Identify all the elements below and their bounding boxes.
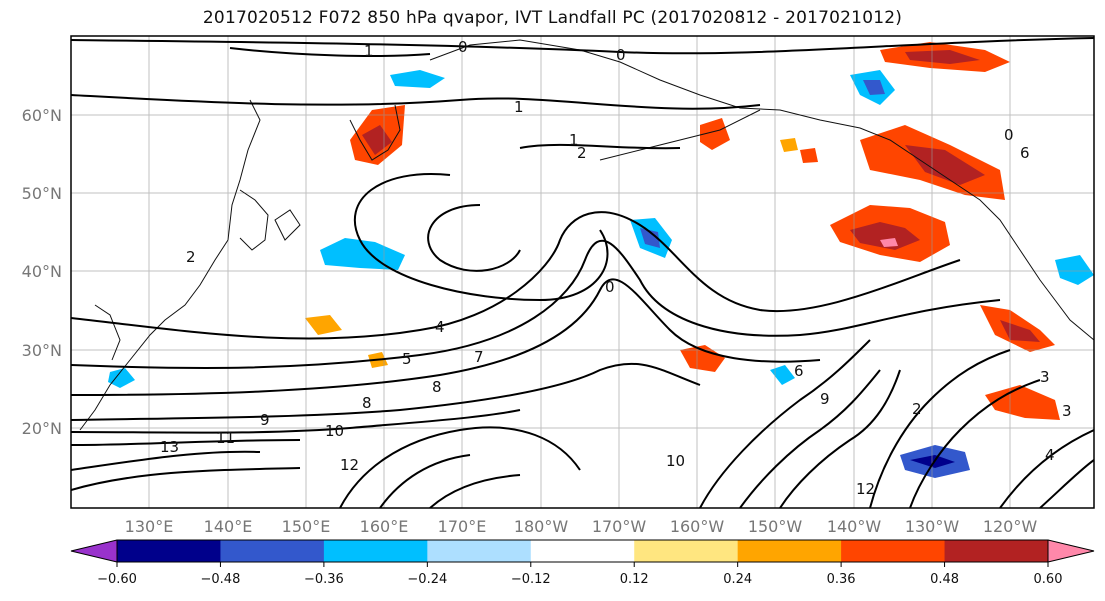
lat-label: 60°N	[22, 106, 62, 125]
colorbar-extend-right	[1048, 540, 1094, 562]
lon-label: 140°E	[204, 517, 253, 536]
colorbar-swatch	[944, 540, 1049, 562]
colorbar: −0.60 −0.48 −0.36 −0.24 −0.12 0.12 0.24 0.36 0.4…	[70, 539, 1095, 587]
contour-label: 0	[616, 46, 626, 64]
contour-label: 3	[1062, 402, 1072, 420]
lon-label: 160°E	[360, 517, 409, 536]
contour-label: 1	[514, 98, 524, 116]
contour-label: 13	[160, 438, 179, 456]
lon-label: 180°W	[514, 517, 569, 536]
contour-labels: 1 0 0 1 1 2 0 2 4 5 7 8 8 9 10 11 13 12 …	[160, 38, 1072, 498]
lon-label: 150°W	[748, 517, 803, 536]
colorbar-tick-label: −0.24	[407, 572, 447, 587]
ivt-contours	[71, 37, 1094, 508]
contour-label: 0	[458, 38, 468, 56]
contour-label: 12	[340, 456, 359, 474]
contour-label: 8	[362, 394, 372, 412]
colorbar-tick-label: 0.36	[827, 572, 856, 587]
colorbar-swatch	[427, 540, 532, 562]
map-gridlines	[71, 36, 1094, 508]
colorbar-tick-label: −0.36	[304, 572, 344, 587]
map-frame	[70, 35, 1095, 509]
contour-label: 10	[666, 452, 685, 470]
contour-label: 4	[435, 318, 445, 336]
lat-label: 20°N	[22, 419, 62, 438]
contour-label: 2	[577, 144, 587, 162]
colorbar-swatch	[323, 540, 428, 562]
colorbar-tick-label: −0.12	[511, 572, 551, 587]
map-title: 2017020512 F072 850 hPa qvapor, IVT Land…	[202, 8, 903, 28]
contour-label: 10	[325, 422, 344, 440]
contour-label: 6	[794, 362, 804, 380]
contour-label: 5	[402, 350, 412, 368]
lon-labels: 130°E 140°E 150°E 160°E 170°E 180°W 170°…	[125, 517, 1038, 536]
colorbar-swatch	[634, 540, 739, 562]
colorbar-tick-label: 0.24	[723, 572, 752, 587]
contour-label: 4	[1045, 446, 1055, 464]
contour-label: 0	[605, 278, 615, 296]
contour-label: 8	[432, 378, 442, 396]
colorbar-tick-label: 0.60	[1034, 572, 1063, 587]
contour-label: 11	[216, 429, 235, 447]
lon-label: 150°E	[282, 517, 331, 536]
contour-label: 0	[1004, 126, 1014, 144]
contour-label: 9	[820, 390, 830, 408]
lon-label: 160°W	[670, 517, 725, 536]
colorbar-swatch	[530, 540, 635, 562]
contour-label: 2	[912, 400, 922, 418]
colorbar-tick-label: −0.60	[97, 572, 137, 587]
coastlines	[79, 39, 1094, 431]
contour-label: 1	[364, 42, 374, 60]
lon-label: 170°E	[438, 517, 487, 536]
qvapor-shading	[108, 42, 1094, 478]
colorbar-tick-label: 0.12	[620, 572, 649, 587]
map-panel: 1 0 0 1 1 2 0 2 4 5 7 8 8 9 10 11 13 12 …	[71, 36, 1094, 508]
lat-label: 40°N	[22, 262, 62, 281]
colorbar-swatch	[220, 540, 325, 562]
contour-label: 12	[856, 480, 875, 498]
lon-label: 170°W	[592, 517, 647, 536]
colorbar-extend-left	[71, 540, 117, 562]
lon-label: 120°W	[983, 517, 1038, 536]
colorbar-tick-label: −0.48	[201, 572, 241, 587]
lat-labels: 60°N 50°N 40°N 30°N 20°N	[22, 106, 62, 438]
contour-label: 1	[569, 131, 579, 149]
lat-label: 30°N	[22, 341, 62, 360]
lon-label: 130°W	[905, 517, 960, 536]
lon-label: 140°W	[827, 517, 882, 536]
contour-label: 6	[1020, 144, 1030, 162]
contour-label: 3	[1040, 368, 1050, 386]
lon-label: 130°E	[125, 517, 174, 536]
colorbar-swatch	[841, 540, 946, 562]
colorbar-swatch	[737, 540, 842, 562]
lat-label: 50°N	[22, 184, 62, 203]
contour-label: 2	[186, 248, 196, 266]
contour-label: 7	[474, 348, 484, 366]
colorbar-tick-label: 0.48	[930, 572, 959, 587]
contour-label: 9	[260, 411, 270, 429]
colorbar-swatch	[117, 540, 221, 562]
